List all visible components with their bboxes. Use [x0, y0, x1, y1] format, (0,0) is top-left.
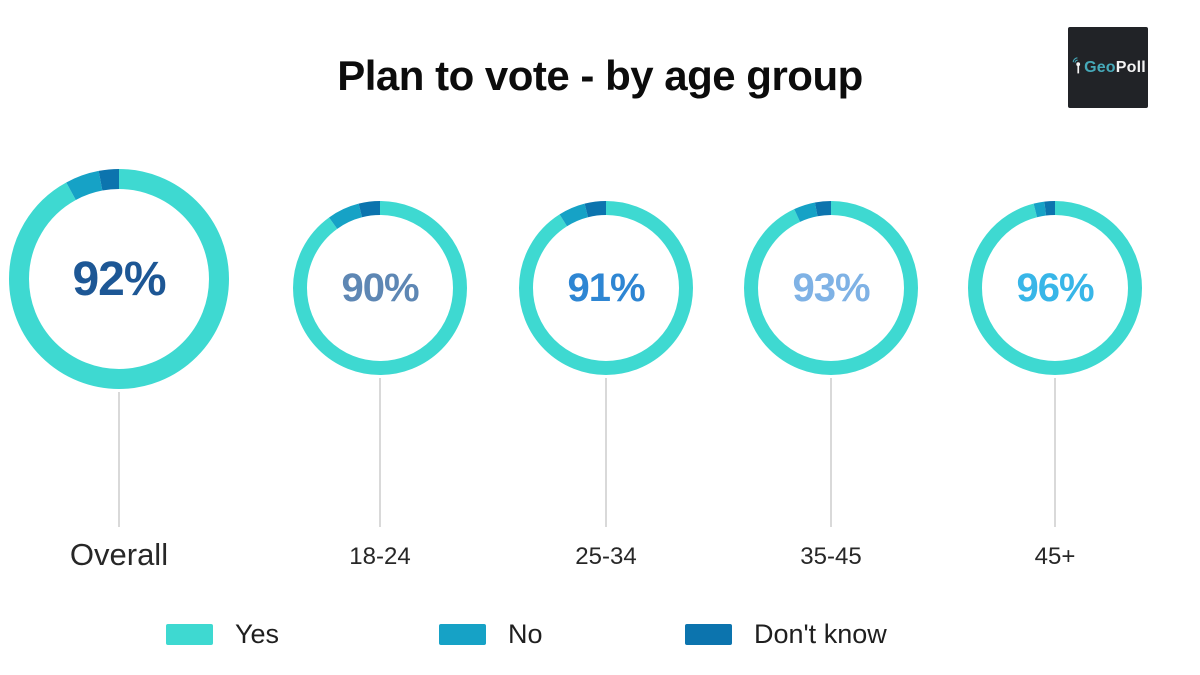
donut-ring-45	[968, 201, 1142, 375]
legend-swatch-no	[439, 623, 486, 645]
donut-value-label-overall: 92%	[72, 252, 166, 306]
geopoll-logo: GeoPoll	[1068, 27, 1148, 108]
legend-swatch-yes	[166, 623, 213, 645]
donut-ring-25-34	[519, 201, 693, 375]
legend-item-no: No	[439, 618, 543, 649]
antenna-signal-icon	[1072, 56, 1081, 73]
donut-value-label-35-45: 93%	[792, 265, 870, 310]
donut-connector-line-45	[1054, 378, 1056, 527]
donut-category-label-25-34: 25-34	[575, 543, 637, 570]
donut-category-label-overall: Overall	[69, 537, 169, 572]
donut-ring-18-24	[293, 201, 467, 375]
donut-connector-line-overall	[118, 392, 120, 527]
donut-ring-overall	[9, 169, 229, 389]
donut-connector-line-25-34	[605, 378, 607, 527]
logo-wordmark: GeoPoll	[1084, 59, 1146, 77]
legend-label-no: No	[508, 618, 543, 649]
donut-ring-35-45	[744, 201, 918, 375]
logo-geo-text: Geo	[1084, 58, 1116, 76]
donut-category-label-18-24: 18-24	[349, 543, 411, 570]
legend-swatch-dont-know	[685, 623, 732, 645]
donut-category-label-35-45: 35-45	[800, 543, 862, 570]
legend-item-yes: Yes	[166, 618, 280, 649]
legend-item-dont-know: Don't know	[685, 618, 887, 649]
logo-poll-text: Poll	[1115, 58, 1146, 76]
legend-label-yes: Yes	[235, 618, 280, 649]
donut-value-label-18-24: 90%	[341, 265, 419, 310]
legend-label-dont-know: Don't know	[754, 618, 887, 649]
donut-value-label-45: 96%	[1016, 265, 1094, 310]
donut-connector-line-18-24	[379, 378, 381, 527]
donut-category-label-45: 45+	[1034, 543, 1076, 570]
donut-connector-line-35-45	[830, 378, 832, 527]
chart-title: Plan to vote - by age group	[337, 52, 863, 99]
donut-value-label-25-34: 91%	[567, 265, 645, 310]
